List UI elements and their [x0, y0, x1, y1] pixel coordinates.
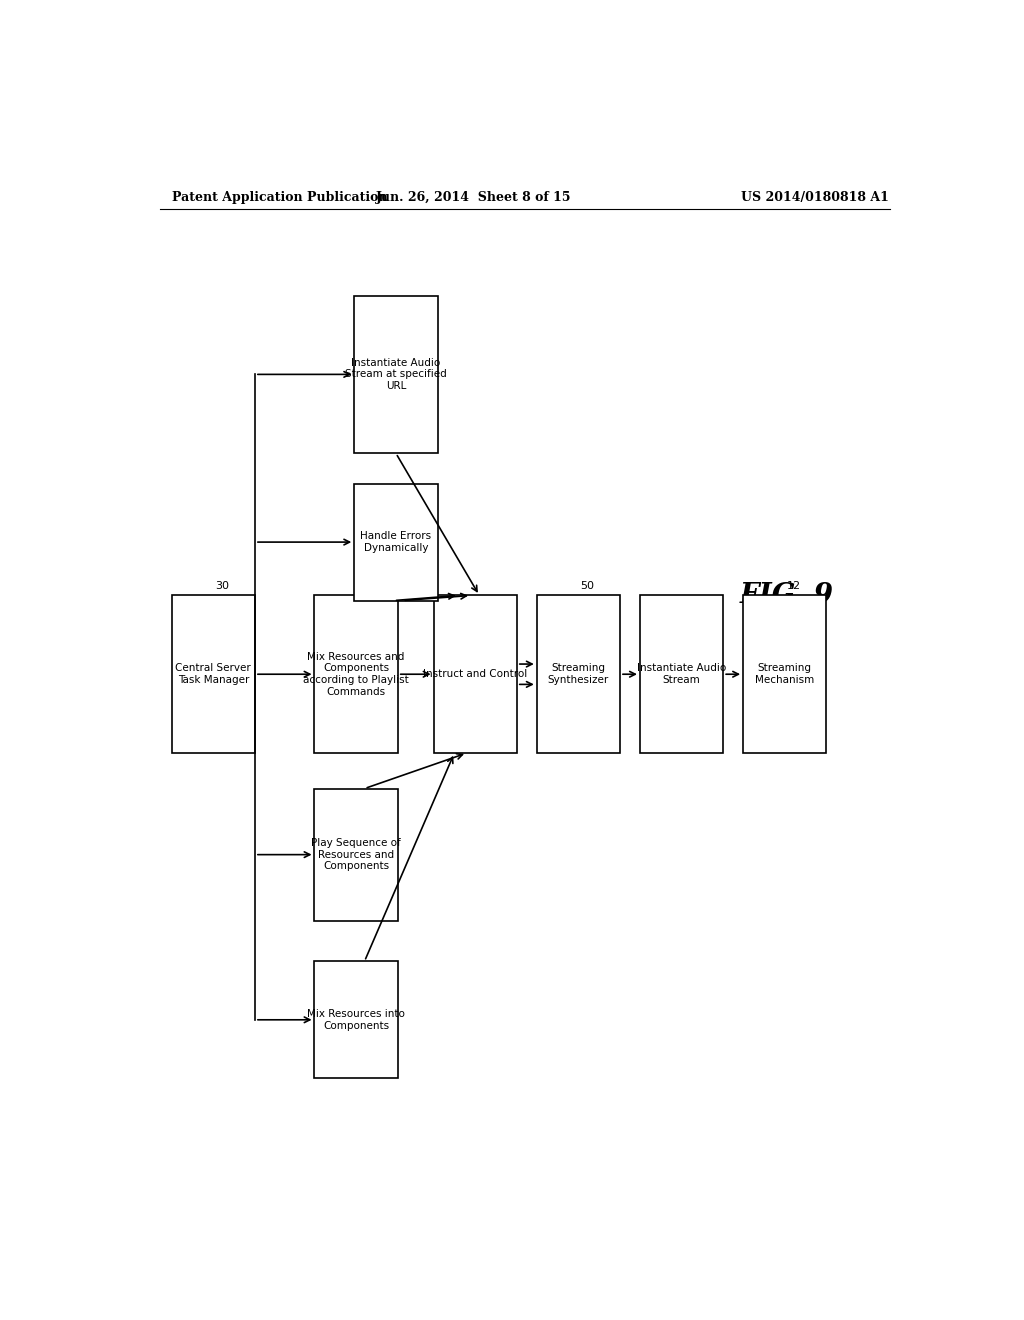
- Text: Central Server
Task Manager: Central Server Task Manager: [175, 664, 251, 685]
- Bar: [640, 595, 723, 752]
- Bar: [433, 595, 517, 752]
- Text: Streaming
Mechanism: Streaming Mechanism: [755, 664, 814, 685]
- Bar: [354, 296, 437, 453]
- Text: Instruct and Control: Instruct and Control: [423, 669, 527, 680]
- Text: Handle Errors
Dynamically: Handle Errors Dynamically: [360, 531, 431, 553]
- Text: Play Sequence of
Resources and
Components: Play Sequence of Resources and Component…: [311, 838, 401, 871]
- Bar: [354, 483, 437, 601]
- Bar: [172, 595, 255, 752]
- Bar: [743, 595, 826, 752]
- Text: 30: 30: [215, 581, 229, 591]
- Text: Mix Resources into
Components: Mix Resources into Components: [307, 1008, 406, 1031]
- Bar: [314, 788, 397, 921]
- Text: 12: 12: [786, 581, 801, 591]
- Text: Patent Application Publication: Patent Application Publication: [172, 190, 387, 203]
- Bar: [314, 961, 397, 1078]
- Bar: [314, 595, 397, 752]
- Bar: [537, 595, 620, 752]
- Text: US 2014/0180818 A1: US 2014/0180818 A1: [740, 190, 889, 203]
- Text: FIG. 9: FIG. 9: [739, 582, 834, 609]
- Text: Jun. 26, 2014  Sheet 8 of 15: Jun. 26, 2014 Sheet 8 of 15: [376, 190, 571, 203]
- Text: Instantiate Audio
Stream at specified
URL: Instantiate Audio Stream at specified UR…: [345, 358, 446, 391]
- Text: Instantiate Audio
Stream: Instantiate Audio Stream: [637, 664, 726, 685]
- Text: 50: 50: [580, 581, 594, 591]
- Text: Streaming
Synthesizer: Streaming Synthesizer: [548, 664, 609, 685]
- Text: Mix Resources and
Components
according to Playlist
Commands: Mix Resources and Components according t…: [303, 652, 409, 697]
